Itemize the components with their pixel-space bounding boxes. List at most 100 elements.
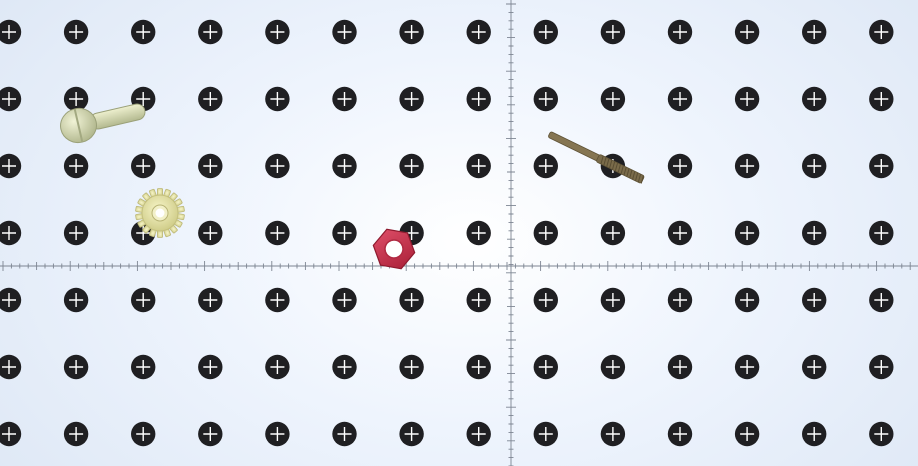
peg-hole[interactable] — [466, 354, 491, 380]
peg-hole[interactable] — [802, 421, 827, 447]
peg-hole[interactable] — [734, 86, 760, 112]
peg-hole[interactable] — [802, 220, 827, 246]
peg-hole[interactable] — [332, 153, 357, 179]
peg-hole[interactable] — [399, 86, 424, 112]
peg-hole[interactable] — [332, 421, 357, 447]
peg-hole[interactable] — [198, 19, 223, 45]
peg-hole[interactable] — [533, 421, 558, 447]
peg-hole[interactable] — [869, 421, 894, 447]
peg-hole[interactable] — [869, 354, 894, 380]
gear-icon[interactable] — [135, 188, 185, 238]
peg-hole[interactable] — [466, 287, 491, 313]
peg-hole[interactable] — [533, 86, 558, 112]
peg-hole[interactable] — [63, 153, 89, 179]
peg-hole[interactable] — [734, 354, 760, 380]
peg-hole[interactable] — [802, 19, 827, 45]
peg-hole[interactable] — [533, 354, 558, 380]
peg-hole[interactable] — [466, 220, 491, 246]
peg-hole[interactable] — [600, 19, 626, 45]
peg-hole[interactable] — [399, 19, 424, 45]
peg-hole[interactable] — [0, 19, 22, 45]
peg-hole[interactable] — [0, 287, 22, 313]
peg-hole[interactable] — [265, 421, 290, 447]
peg-hole[interactable] — [600, 287, 626, 313]
peg-hole[interactable] — [63, 86, 89, 112]
peg-hole[interactable] — [131, 19, 156, 45]
peg-hole[interactable] — [802, 153, 827, 179]
peg-hole[interactable] — [600, 354, 626, 380]
peg-hole[interactable] — [466, 19, 491, 45]
peg-hole[interactable] — [131, 153, 156, 179]
peg-hole[interactable] — [399, 287, 424, 313]
peg-hole[interactable] — [332, 220, 357, 246]
peg-hole[interactable] — [198, 86, 223, 112]
peg-hole[interactable] — [600, 220, 626, 246]
peg-hole[interactable] — [734, 421, 760, 447]
peg-hole[interactable] — [265, 153, 290, 179]
peg-hole[interactable] — [600, 86, 626, 112]
peg-hole[interactable] — [667, 19, 693, 45]
peg-hole[interactable] — [265, 287, 290, 313]
peg-hole[interactable] — [734, 220, 760, 246]
threaded-rod-icon[interactable] — [547, 130, 645, 184]
peg-hole[interactable] — [869, 19, 894, 45]
peg-hole[interactable] — [869, 153, 894, 179]
peg-hole[interactable] — [0, 354, 22, 380]
peg-hole[interactable] — [265, 220, 290, 246]
peg-hole[interactable] — [466, 153, 491, 179]
peg-hole[interactable] — [667, 220, 693, 246]
peg-hole[interactable] — [0, 220, 22, 246]
peg-hole[interactable] — [0, 421, 22, 447]
peg-hole[interactable] — [131, 287, 156, 313]
peg-hole[interactable] — [869, 86, 894, 112]
peg-hole[interactable] — [0, 153, 22, 179]
peg-hole[interactable] — [802, 354, 827, 380]
peg-hole[interactable] — [131, 354, 156, 380]
bolt-icon[interactable] — [57, 94, 148, 146]
peg-hole[interactable] — [734, 287, 760, 313]
peg-hole[interactable] — [198, 421, 223, 447]
peg-hole[interactable] — [533, 19, 558, 45]
peg-hole[interactable] — [869, 220, 894, 246]
peg-hole[interactable] — [466, 421, 491, 447]
peg-hole[interactable] — [0, 86, 22, 112]
peg-hole[interactable] — [332, 287, 357, 313]
peg-hole[interactable] — [533, 153, 558, 179]
peg-hole[interactable] — [667, 421, 693, 447]
peg-hole[interactable] — [265, 19, 290, 45]
peg-hole[interactable] — [198, 220, 223, 246]
peg-hole[interactable] — [63, 421, 89, 447]
peg-hole[interactable] — [667, 287, 693, 313]
peg-hole[interactable] — [265, 354, 290, 380]
peg-hole[interactable] — [131, 421, 156, 447]
peg-hole[interactable] — [533, 287, 558, 313]
peg-hole[interactable] — [399, 153, 424, 179]
peg-hole[interactable] — [332, 86, 357, 112]
peg-hole[interactable] — [63, 354, 89, 380]
peg-hole[interactable] — [667, 86, 693, 112]
peg-hole[interactable] — [399, 354, 424, 380]
peg-holes — [0, 19, 894, 447]
peg-hole[interactable] — [734, 153, 760, 179]
peg-hole[interactable] — [332, 354, 357, 380]
peg-hole[interactable] — [399, 421, 424, 447]
peg-hole[interactable] — [332, 19, 357, 45]
peg-hole[interactable] — [667, 153, 693, 179]
hex-nut-icon[interactable] — [370, 227, 418, 270]
peg-hole[interactable] — [198, 153, 223, 179]
peg-hole[interactable] — [802, 287, 827, 313]
peg-hole[interactable] — [198, 354, 223, 380]
peg-hole[interactable] — [533, 220, 558, 246]
peg-hole[interactable] — [600, 421, 626, 447]
peg-hole[interactable] — [63, 287, 89, 313]
peg-hole[interactable] — [198, 287, 223, 313]
peg-hole[interactable] — [63, 19, 89, 45]
peg-hole[interactable] — [667, 354, 693, 380]
peg-hole[interactable] — [466, 86, 491, 112]
peg-hole[interactable] — [265, 86, 290, 112]
peg-hole[interactable] — [734, 19, 760, 45]
peg-hole[interactable] — [63, 220, 89, 246]
peg-hole[interactable] — [802, 86, 827, 112]
peg-hole[interactable] — [869, 287, 894, 313]
